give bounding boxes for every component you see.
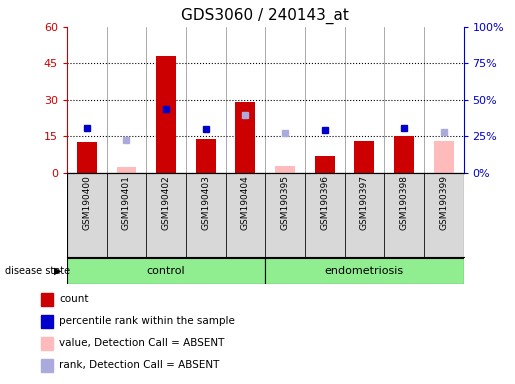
Bar bbox=[235, 102, 255, 173]
Bar bbox=[424, 173, 464, 257]
Text: GSM190398: GSM190398 bbox=[400, 175, 408, 230]
Bar bbox=[116, 167, 136, 173]
Bar bbox=[67, 173, 107, 257]
Bar bbox=[345, 173, 384, 257]
Text: GSM190399: GSM190399 bbox=[439, 175, 448, 230]
Text: GSM190397: GSM190397 bbox=[360, 175, 369, 230]
Bar bbox=[41, 293, 53, 306]
Bar bbox=[315, 156, 335, 173]
Text: GSM190400: GSM190400 bbox=[82, 175, 91, 230]
Text: rank, Detection Call = ABSENT: rank, Detection Call = ABSENT bbox=[59, 360, 219, 370]
Text: count: count bbox=[59, 294, 89, 304]
Bar bbox=[67, 258, 265, 284]
Text: GSM190402: GSM190402 bbox=[162, 175, 170, 230]
Bar bbox=[226, 173, 265, 257]
Bar bbox=[265, 258, 464, 284]
Bar bbox=[186, 173, 226, 257]
Bar bbox=[354, 141, 374, 173]
Text: ▶: ▶ bbox=[54, 266, 62, 276]
Text: GSM190395: GSM190395 bbox=[281, 175, 289, 230]
Bar bbox=[434, 141, 454, 173]
Bar bbox=[41, 314, 53, 328]
Text: control: control bbox=[147, 266, 185, 276]
Text: GSM190404: GSM190404 bbox=[241, 175, 250, 230]
Bar bbox=[107, 173, 146, 257]
Bar bbox=[265, 173, 305, 257]
Text: value, Detection Call = ABSENT: value, Detection Call = ABSENT bbox=[59, 338, 225, 348]
Bar bbox=[41, 336, 53, 349]
Text: endometriosis: endometriosis bbox=[325, 266, 404, 276]
Text: percentile rank within the sample: percentile rank within the sample bbox=[59, 316, 235, 326]
Text: GSM190396: GSM190396 bbox=[320, 175, 329, 230]
Text: disease state: disease state bbox=[5, 266, 70, 276]
Bar bbox=[196, 139, 216, 173]
Bar bbox=[41, 359, 53, 372]
Title: GDS3060 / 240143_at: GDS3060 / 240143_at bbox=[181, 8, 349, 24]
Bar bbox=[305, 173, 345, 257]
Bar bbox=[384, 173, 424, 257]
Bar bbox=[156, 56, 176, 173]
Bar bbox=[146, 173, 186, 257]
Bar bbox=[394, 136, 414, 173]
Text: GSM190403: GSM190403 bbox=[201, 175, 210, 230]
Bar bbox=[77, 142, 97, 173]
Text: GSM190401: GSM190401 bbox=[122, 175, 131, 230]
Bar bbox=[275, 166, 295, 173]
